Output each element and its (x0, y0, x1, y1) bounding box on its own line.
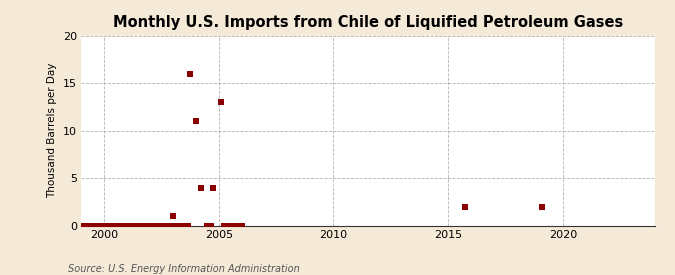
Point (81, 223, 92, 228)
Point (190, 119, 201, 123)
Point (89, 223, 100, 228)
Point (119, 223, 130, 228)
Point (114, 223, 125, 228)
Point (129, 223, 140, 228)
Point (177, 223, 188, 228)
Point (173, 223, 184, 228)
Title: Monthly U.S. Imports from Chile of Liquified Petroleum Gases: Monthly U.S. Imports from Chile of Liqui… (113, 15, 623, 31)
Point (117, 223, 128, 228)
Point (161, 223, 172, 228)
Point (169, 223, 180, 228)
Point (138, 223, 149, 228)
Point (97, 223, 107, 228)
Point (85, 223, 96, 228)
Point (154, 223, 165, 228)
Point (108, 223, 119, 228)
Point (156, 223, 167, 228)
Point (95, 223, 105, 228)
Point (207, 185, 218, 190)
Text: Source: U.S. Energy Information Administration: Source: U.S. Energy Information Administ… (68, 264, 299, 274)
Point (87, 223, 98, 228)
Point (184, 72, 195, 76)
Point (99, 223, 109, 228)
Point (80, 223, 90, 228)
Point (181, 223, 192, 228)
Point (137, 223, 148, 228)
Point (127, 223, 138, 228)
Point (133, 223, 144, 228)
Point (115, 223, 126, 228)
Point (230, 223, 241, 228)
Point (101, 223, 111, 228)
Point (158, 223, 169, 228)
Point (537, 204, 547, 209)
Point (91, 223, 102, 228)
Point (460, 204, 470, 209)
Point (131, 223, 142, 228)
Point (142, 223, 153, 228)
Point (124, 223, 134, 228)
Point (144, 223, 155, 228)
Point (171, 223, 182, 228)
Point (146, 223, 157, 228)
Point (135, 223, 146, 228)
Point (196, 185, 207, 190)
Point (206, 223, 217, 228)
Point (112, 223, 123, 228)
Point (215, 100, 226, 104)
Point (175, 223, 186, 228)
Point (126, 223, 136, 228)
Point (150, 223, 161, 228)
Point (163, 223, 174, 228)
Point (236, 223, 247, 228)
Point (148, 223, 159, 228)
Point (78, 223, 88, 228)
Point (122, 223, 132, 228)
Point (104, 223, 115, 228)
Point (165, 223, 176, 228)
Point (103, 223, 113, 228)
Point (83, 223, 94, 228)
Point (167, 214, 178, 218)
Point (219, 223, 230, 228)
Point (152, 223, 163, 228)
Point (140, 223, 151, 228)
Point (225, 223, 236, 228)
Y-axis label: Thousand Barrels per Day: Thousand Barrels per Day (47, 63, 57, 198)
Point (160, 223, 171, 228)
Point (110, 223, 121, 228)
Point (179, 223, 190, 228)
Point (92, 223, 103, 228)
Point (183, 223, 194, 228)
Point (202, 223, 213, 228)
Point (106, 223, 117, 228)
